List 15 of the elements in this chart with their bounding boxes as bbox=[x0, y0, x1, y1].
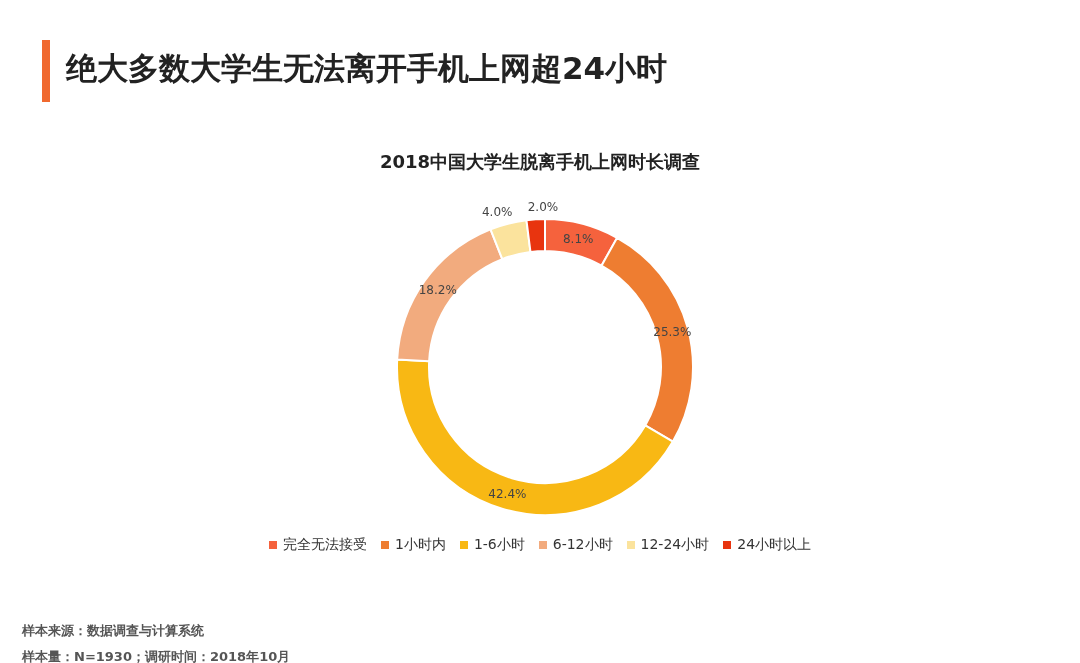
data-label: 8.1% bbox=[562, 232, 594, 247]
chart-subtitle: 2018中国大学生脱离手机上网时长调查 bbox=[378, 150, 702, 174]
data-label: 2.0% bbox=[527, 200, 559, 215]
legend-label: 1小时内 bbox=[394, 536, 446, 554]
text: 样本量：N=1930；调研时间：2018年10月 bbox=[22, 648, 291, 663]
legend-label: 24小时以上 bbox=[737, 536, 812, 554]
chart-title: 绝大多数大学生无法离开手机上网超24小时 bbox=[66, 49, 668, 88]
data-label: 4.0% bbox=[481, 205, 513, 220]
data-label: 18.2% bbox=[418, 283, 457, 298]
legend-label: 1-6小时 bbox=[473, 536, 525, 554]
legend-label: 完全无法接受 bbox=[282, 536, 367, 554]
legend-label: 12-24小时 bbox=[640, 536, 710, 554]
text: 样本来源：数据调查与计算系统 bbox=[22, 622, 205, 640]
legend-label: 6-12小时 bbox=[552, 536, 613, 554]
data-label: 42.4% bbox=[488, 486, 527, 501]
